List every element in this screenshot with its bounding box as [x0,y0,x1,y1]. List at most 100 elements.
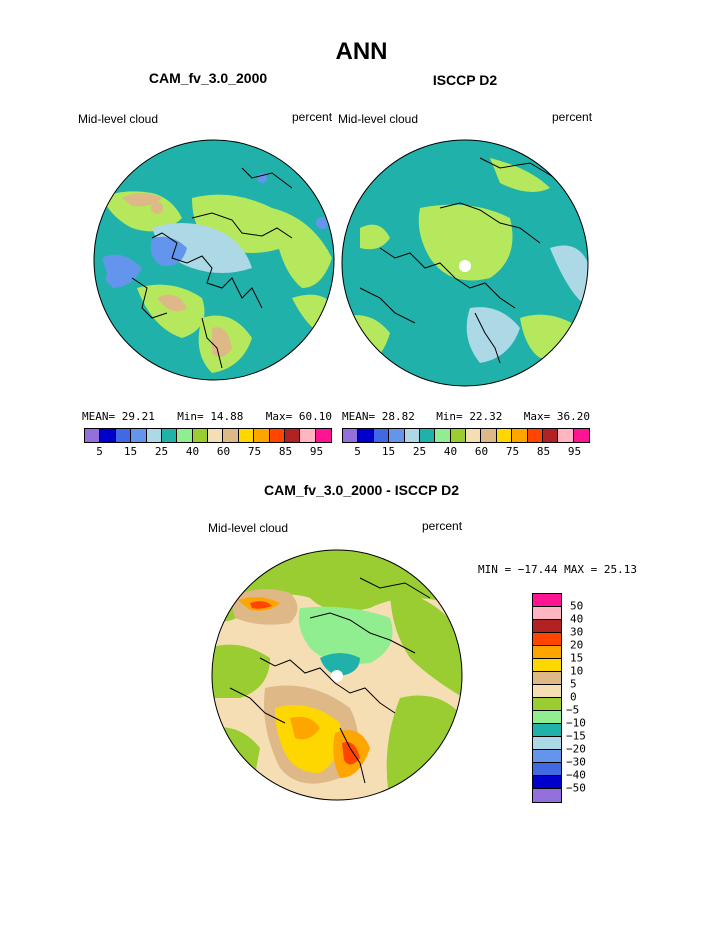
colorbar-tick-label: 50 [570,599,584,613]
colorbar-swatch [343,429,359,442]
colorbar-tick-label: 95 [309,445,324,458]
colorbar-swatch [177,429,193,442]
colorbar-tick-label: 95 [567,445,582,458]
colorbar-swatch [373,429,390,442]
colorbar-swatch [100,429,116,442]
colorbar-swatch [208,429,224,442]
left-panel-variable-label: Mid-level cloud [78,112,159,126]
colorbar-tick-label: 40 [443,445,458,458]
colorbar-swatch [533,763,561,776]
colorbar-swatch [254,429,270,442]
colorbar-tick-label: 15 [123,445,138,458]
colorbar-swatch [269,429,285,442]
colorbar-tick-label: 5 [96,445,103,458]
colorbar-swatch [533,672,561,685]
colorbar-swatch [435,429,451,442]
right-colorbar [342,428,590,443]
colorbar-tick-label: −5 [566,703,580,717]
left-mean-label: MEAN= [82,410,116,423]
left-min-value: 14.88 [210,410,244,423]
right-mean-label: MEAN= [342,410,376,423]
colorbar-swatch [533,724,561,737]
colorbar-swatch [419,429,436,442]
right-min-value: 22.32 [469,410,503,423]
colorbar-swatch [527,429,543,442]
left-polar-map [93,139,335,381]
right-min-label: Min= [436,410,463,423]
right-polar-map [341,139,589,387]
diff-colorbar [532,593,562,803]
colorbar-tick-label: 85 [536,445,551,458]
diff-minmax: MIN = −17.44 MAX = 25.13 [478,563,637,576]
colorbar-tick-label: 85 [278,445,293,458]
colorbar-swatch [533,633,561,646]
colorbar-swatch [533,685,561,698]
left-mean-value: 29.21 [121,410,155,423]
colorbar-swatch [450,429,466,442]
colorbar-swatch [533,646,561,659]
colorbar-swatch [533,711,561,724]
colorbar-swatch [131,429,147,442]
colorbar-swatch [284,429,301,442]
right-panel-stats: MEAN= 28.82 Min= 22.32 Max= 36.20 [342,410,590,423]
colorbar-swatch [481,429,497,442]
colorbar-swatch [533,620,561,633]
right-panel-title: ISCCP D2 [432,72,498,88]
colorbar-swatch [404,429,420,442]
colorbar-swatch [146,429,162,442]
colorbar-swatch [558,429,574,442]
colorbar-swatch [512,429,528,442]
colorbar-swatch [533,698,561,711]
right-panel-units-label: percent [552,110,593,124]
colorbar-swatch [161,429,178,442]
colorbar-swatch [358,429,374,442]
colorbar-tick-label: 5 [354,445,361,458]
left-max-value: 60.10 [298,410,332,423]
colorbar-swatch [389,429,405,442]
colorbar-tick-label: −15 [566,729,586,743]
colorbar-tick-label: 40 [185,445,200,458]
colorbar-tick-label: 40 [570,612,584,626]
diff-colorbar-ticks: 50 40 30 20 15 10 5 0 −5 −10 −15 −20 −30 −40 −50 [566,593,626,801]
colorbar-tick-label: −10 [566,716,586,730]
colorbar-tick-label: 25 [154,445,169,458]
left-max-label: Max= [265,410,293,423]
right-panel-variable-label: Mid-level cloud [338,112,419,126]
colorbar-swatch [315,429,331,442]
colorbar-swatch [238,429,255,442]
colorbar-swatch [496,429,513,442]
left-colorbar-ticks: 5 15 25 40 60 75 85 95 [84,445,332,459]
colorbar-swatch [300,429,316,442]
diff-polar-map [211,549,463,801]
colorbar-tick-label: 75 [505,445,520,458]
colorbar-swatch [573,429,589,442]
colorbar-swatch [533,737,561,750]
colorbar-swatch [192,429,208,442]
colorbar-swatch [533,594,561,607]
colorbar-tick-label: 15 [570,651,584,665]
colorbar-tick-label: 75 [247,445,262,458]
colorbar-tick-label: 25 [412,445,427,458]
colorbar-tick-label: −30 [566,755,586,769]
colorbar-tick-label: −40 [566,768,586,782]
left-min-label: Min= [177,410,204,423]
colorbar-swatch [533,659,561,672]
colorbar-tick-label: 15 [381,445,396,458]
colorbar-swatch [542,429,559,442]
colorbar-tick-label: 0 [570,690,577,704]
right-max-label: Max= [523,410,551,423]
left-panel-units-label: percent [292,110,333,124]
diff-panel-variable-label: Mid-level cloud [208,521,289,535]
colorbar-swatch [533,607,561,620]
right-max-value: 36.20 [556,410,590,423]
left-panel-stats: MEAN= 29.21 Min= 14.88 Max= 60.10 [82,410,332,423]
colorbar-tick-label: −50 [566,781,586,795]
colorbar-swatch [533,750,561,763]
colorbar-tick-label: −20 [566,742,586,756]
right-colorbar-ticks: 5 15 25 40 60 75 85 95 [342,445,590,459]
colorbar-swatch [533,776,561,789]
colorbar-swatch [223,429,239,442]
diff-panel-units-label: percent [422,519,463,533]
left-panel-title: CAM_fv_3.0_2000 [148,70,268,86]
diff-panel-title: CAM_fv_3.0_2000 - ISCCP D2 [263,482,460,498]
